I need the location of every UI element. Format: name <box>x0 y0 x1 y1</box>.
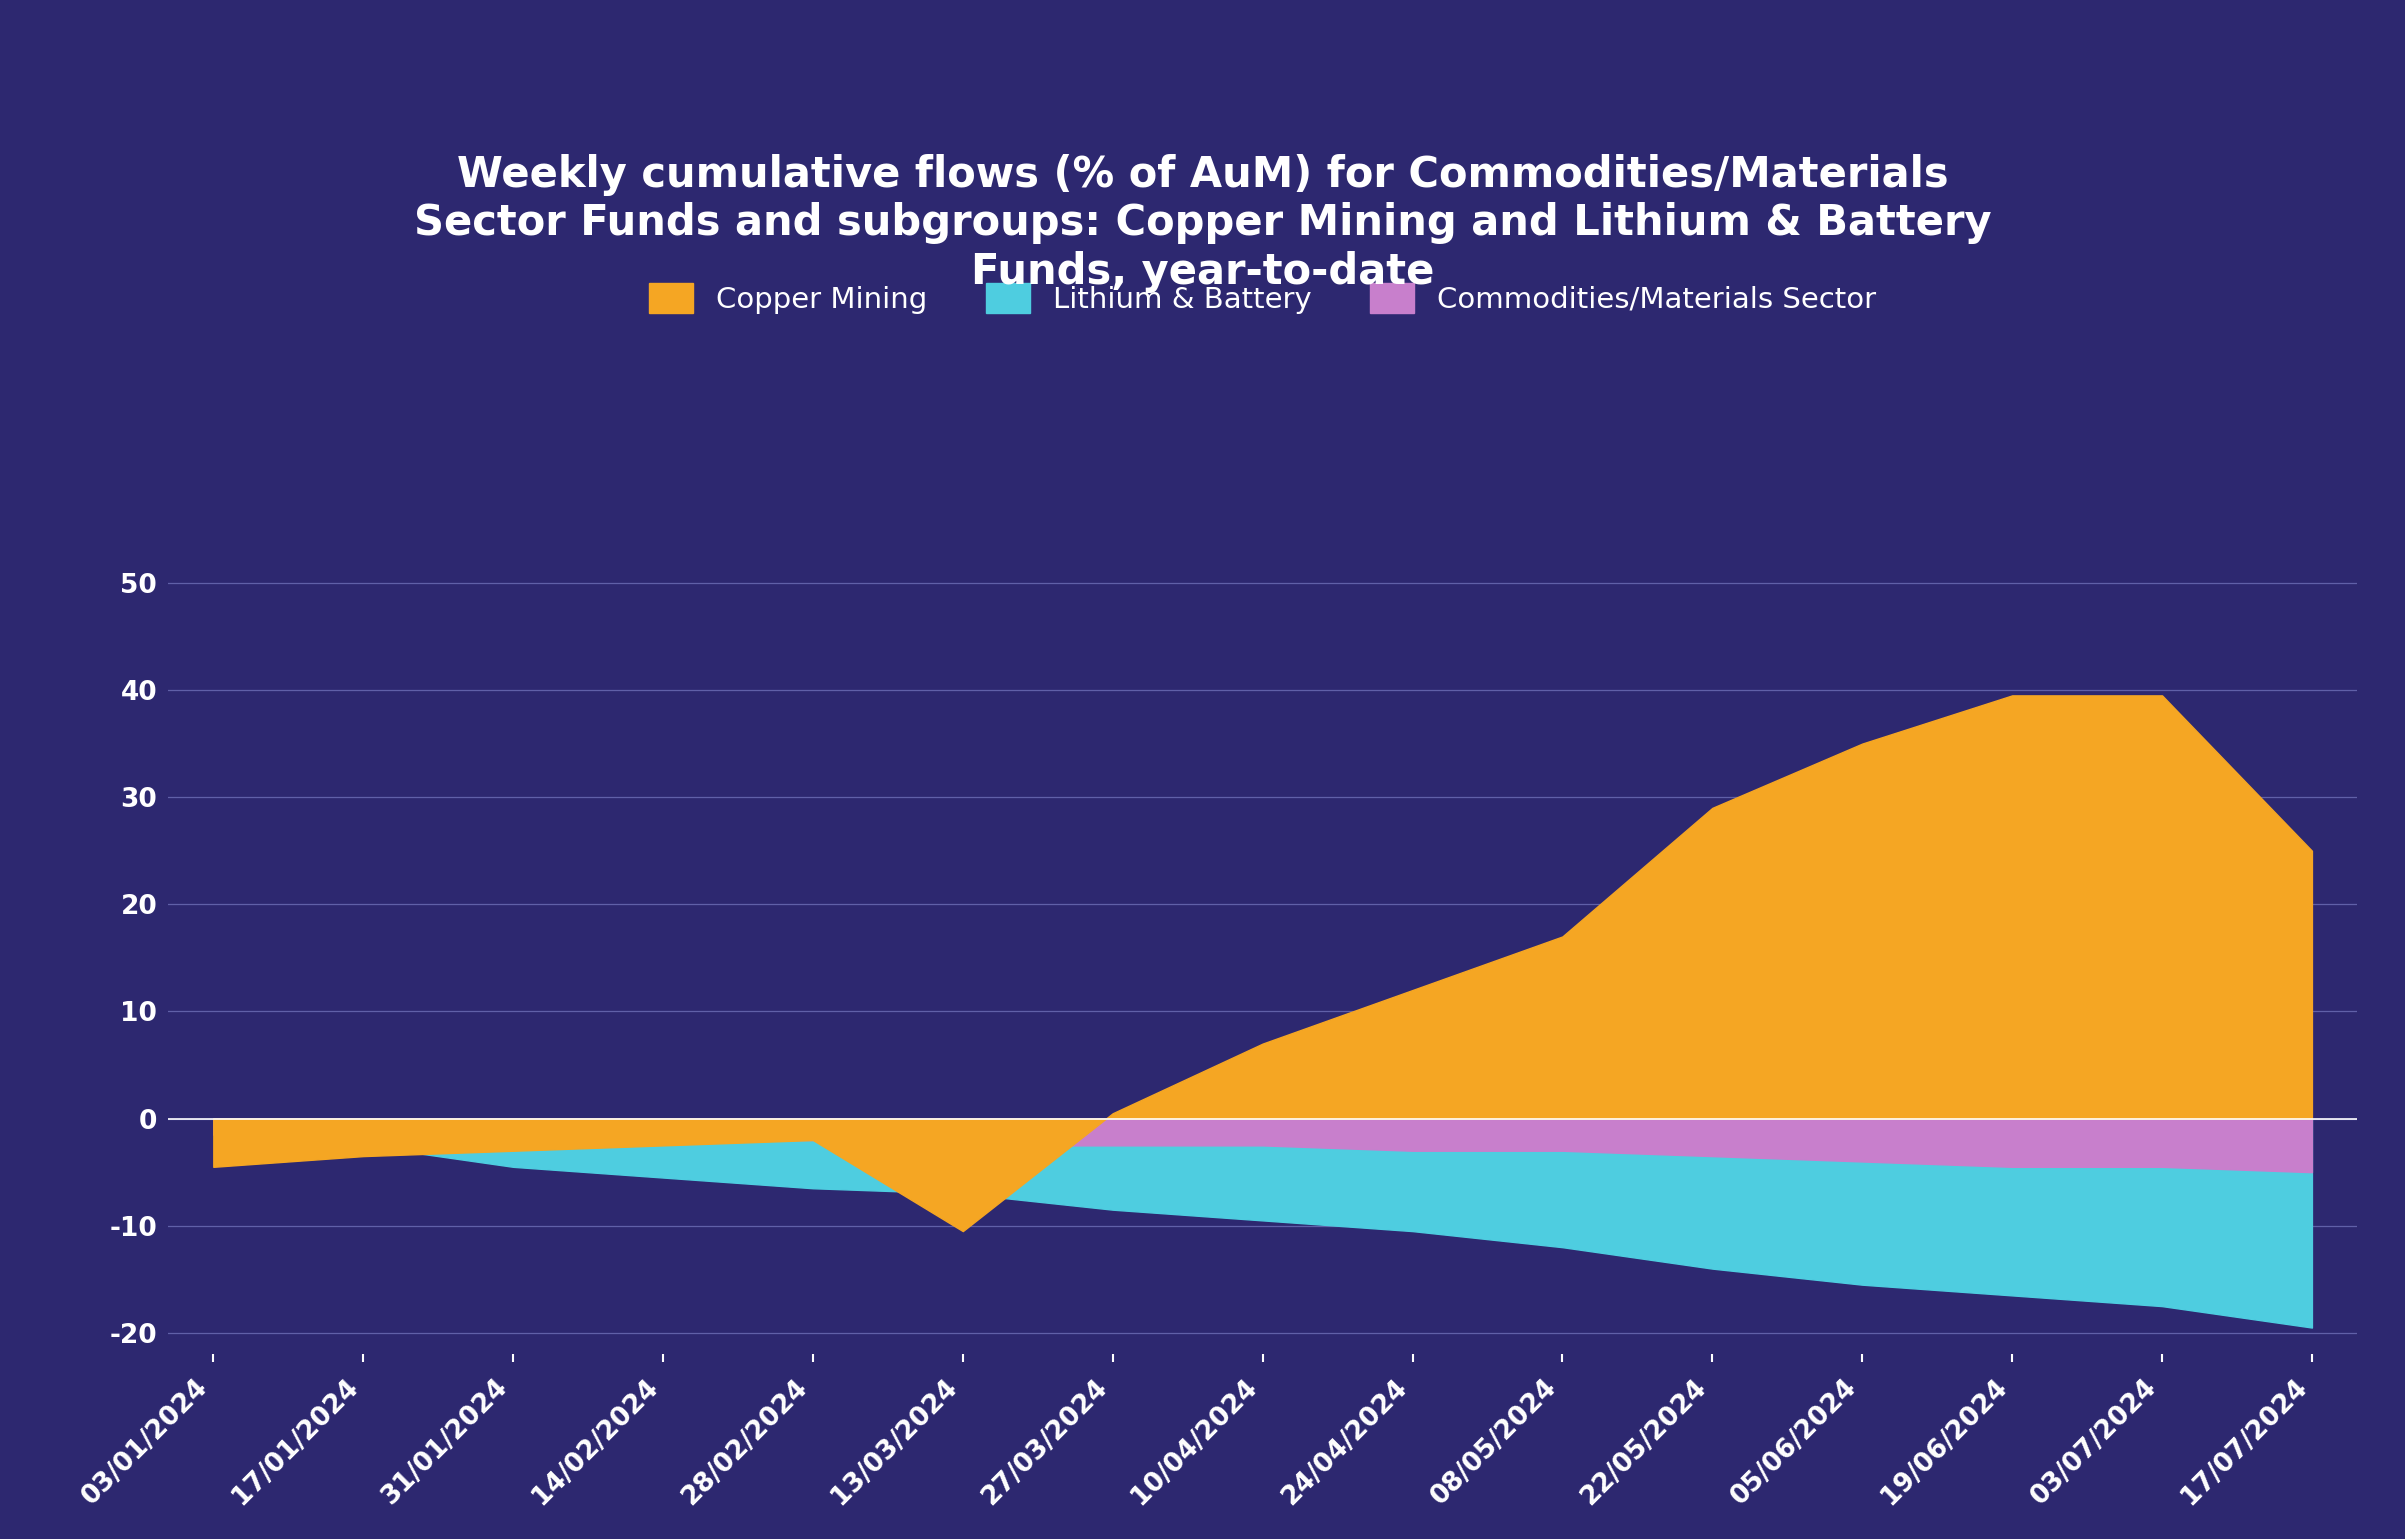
Legend: Copper Mining, Lithium & Battery, Commodities/Materials Sector: Copper Mining, Lithium & Battery, Commod… <box>635 268 1890 328</box>
Text: Weekly cumulative flows (% of AuM) for Commodities/Materials
Sector Funds and su: Weekly cumulative flows (% of AuM) for C… <box>414 154 1991 292</box>
